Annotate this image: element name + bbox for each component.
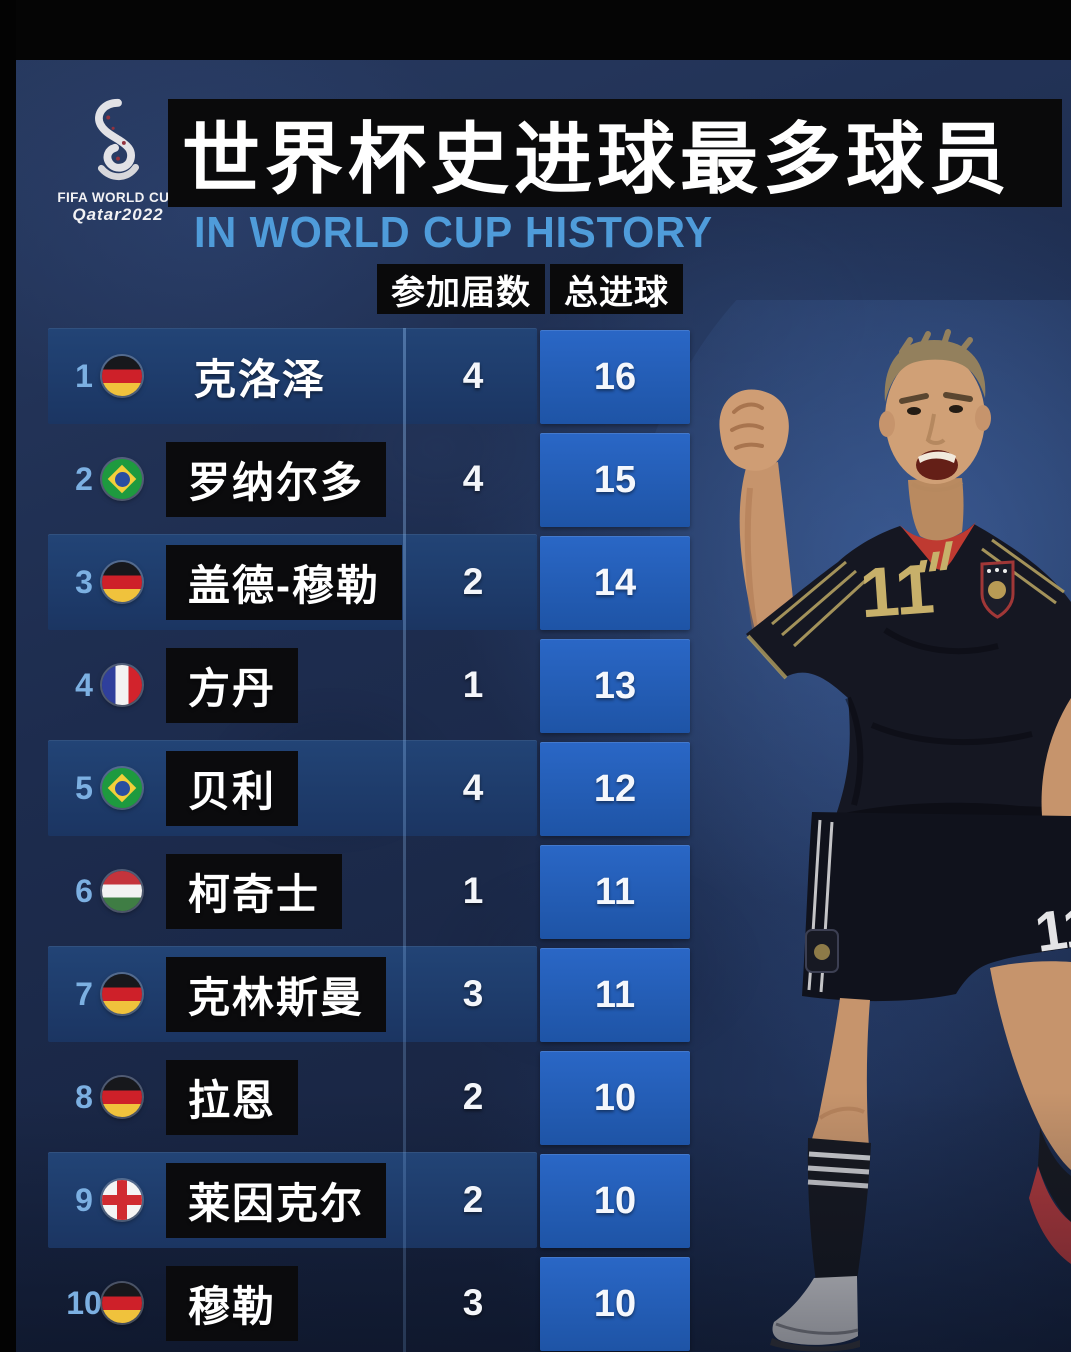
- player-name: 拉恩: [166, 1059, 299, 1135]
- participations-value: 4: [462, 767, 484, 808]
- goals-box: 15: [540, 433, 690, 527]
- player-name: 克洛泽: [194, 355, 327, 403]
- column-header-participations: 参加届数: [377, 264, 545, 314]
- rank-label: 4: [75, 667, 93, 703]
- table-row: 3 盖德-穆勒 2 14: [48, 534, 690, 630]
- goals-box: 10: [540, 1051, 690, 1145]
- page-subtitle: IN WORLD CUP HISTORY: [194, 208, 713, 257]
- rank-label: 9: [75, 1182, 93, 1218]
- player-name: 穆勒: [166, 1265, 299, 1341]
- player-name-cell: 罗纳尔多: [166, 431, 387, 527]
- player-name-cell: 克洛泽: [166, 328, 326, 424]
- goals-box: 10: [540, 1154, 690, 1248]
- goals-value: 11: [594, 870, 636, 913]
- player-name: 莱因克尔: [166, 1162, 387, 1238]
- rank-label: 5: [75, 770, 93, 806]
- flag-brazil-icon: [102, 459, 142, 499]
- goals-value: 12: [593, 767, 637, 810]
- player-name-cell: 克林斯曼: [166, 946, 387, 1042]
- ranking-table: 1 克洛泽 4 16 2 罗纳尔多 4 15 3 盖德-穆勒 2 14 4: [48, 328, 690, 1352]
- player-photo: 11 11: [650, 300, 1071, 1352]
- goals-box: 13: [540, 639, 690, 733]
- left-letterbox-bar: [0, 0, 16, 1352]
- column-header-goals: 总进球: [550, 264, 683, 314]
- rank-label: 6: [75, 873, 93, 909]
- participations-value: 4: [462, 458, 484, 499]
- player-name-cell: 拉恩: [166, 1049, 299, 1145]
- fifa-world-cup-logo: FIFA WORLD CUP Qatar2022: [52, 96, 184, 244]
- flag-hungary-icon: [102, 871, 142, 911]
- goals-value: 10: [593, 1076, 637, 1119]
- goals-value: 14: [593, 561, 637, 604]
- rank-label: 1: [75, 358, 93, 394]
- player-name-cell: 莱因克尔: [166, 1152, 387, 1248]
- goals-box: 10: [540, 1257, 690, 1351]
- goals-value: 11: [594, 973, 636, 1016]
- table-row: 5 贝利 4 12: [48, 740, 690, 836]
- flag-brazil-icon: [102, 768, 142, 808]
- player-name: 克林斯曼: [166, 956, 387, 1032]
- table-row: 7 克林斯曼 3 11: [48, 946, 690, 1042]
- player-name-cell: 盖德-穆勒: [166, 534, 402, 630]
- adidas-logo: [917, 540, 953, 573]
- table-row: 4 方丹 1 13: [48, 637, 690, 733]
- participations-value: 2: [462, 1179, 484, 1220]
- flag-germany-icon: [102, 974, 142, 1014]
- player-name: 柯奇士: [166, 853, 343, 929]
- logo-text-line2: Qatar2022: [72, 205, 164, 224]
- shorts-crest: [805, 929, 839, 973]
- flag-germany-icon: [102, 1077, 142, 1117]
- participations-value: 3: [462, 1282, 484, 1323]
- player-name-cell: 穆勒: [166, 1255, 299, 1351]
- participations-value: 4: [462, 355, 484, 396]
- player-name: 罗纳尔多: [166, 441, 387, 517]
- page-title: 世界杯史进球最多球员: [182, 115, 1013, 203]
- flag-france-icon: [102, 665, 142, 705]
- table-row: 2 罗纳尔多 4 15: [48, 431, 690, 527]
- goals-value: 15: [593, 458, 637, 501]
- rank-label: 10: [66, 1285, 102, 1321]
- top-letterbox-bar: [0, 0, 1071, 60]
- table-row: 9 莱因克尔 2 10: [48, 1152, 690, 1248]
- goals-value: 16: [593, 355, 637, 398]
- table-row: 1 克洛泽 4 16: [48, 328, 690, 424]
- participations-value: 2: [462, 1076, 484, 1117]
- goals-box: 11: [540, 948, 690, 1042]
- participations-value: 1: [462, 664, 484, 705]
- goals-value: 10: [593, 1282, 637, 1325]
- flag-germany-icon: [102, 1283, 142, 1323]
- table-row: 8 拉恩 2 10: [48, 1049, 690, 1145]
- participations-value: 1: [462, 870, 484, 911]
- player-name: 方丹: [166, 647, 299, 723]
- goals-box: 12: [540, 742, 690, 836]
- rank-label: 3: [75, 564, 93, 600]
- participations-value: 2: [462, 561, 484, 602]
- participations-value: 3: [462, 973, 484, 1014]
- logo-text-line1: FIFA WORLD CUP: [57, 190, 179, 205]
- rank-label: 2: [75, 461, 93, 497]
- rank-label: 8: [75, 1079, 93, 1115]
- player-name-cell: 方丹: [166, 637, 299, 733]
- flag-germany-icon: [102, 562, 142, 602]
- goals-box: 16: [540, 330, 690, 424]
- goals-box: 14: [540, 536, 690, 630]
- player-name: 盖德-穆勒: [166, 544, 402, 620]
- table-row: 10 穆勒 3 10: [48, 1255, 690, 1351]
- goals-value: 13: [593, 664, 637, 707]
- player-name: 贝利: [166, 750, 299, 826]
- title-banner: 世界杯史进球最多球员: [168, 99, 1062, 207]
- flag-england-icon: [102, 1180, 142, 1220]
- fifa-world-cup-qatar-2022-emblem-icon: [95, 98, 140, 181]
- goals-box: 11: [540, 845, 690, 939]
- flag-germany-icon: [102, 356, 142, 396]
- shorts-number: 11: [1031, 893, 1071, 964]
- team-crest: [980, 560, 1015, 619]
- column-divider-line: [403, 328, 406, 1352]
- player-name-cell: 柯奇士: [166, 843, 343, 939]
- table-row: 6 柯奇士 1 11: [48, 843, 690, 939]
- goals-value: 10: [593, 1179, 637, 1222]
- rank-label: 7: [75, 976, 93, 1012]
- player-name-cell: 贝利: [166, 740, 299, 836]
